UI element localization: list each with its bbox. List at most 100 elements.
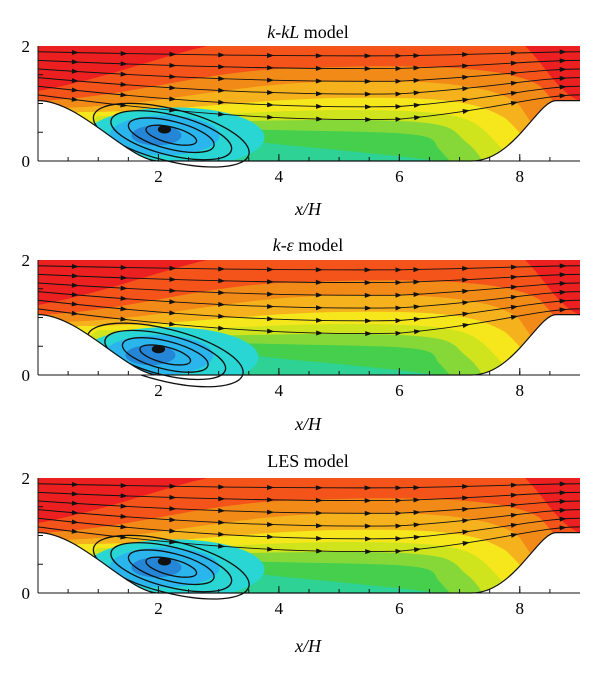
streamline-arrowhead (218, 496, 226, 502)
streamline-arrowhead (364, 305, 372, 311)
streamline-arrowhead (120, 275, 128, 281)
streamline-arrowhead (315, 91, 323, 97)
plot-area: 2 4 6 8 0 2 (22, 37, 580, 186)
streamline-arrowhead (413, 304, 421, 310)
streamline-arrowhead (71, 68, 79, 74)
streamline-arrowhead (316, 535, 324, 541)
streamline-arrowhead (364, 485, 372, 491)
streamline-arrowhead (462, 288, 470, 294)
streamline-arrowhead (169, 74, 177, 80)
streamline-arrowhead (462, 518, 470, 524)
streamline-arrowhead (559, 75, 567, 81)
streamline-arrowhead (169, 483, 177, 489)
streamline (38, 85, 580, 108)
x-tick-label: 4 (275, 167, 284, 186)
streamline-arrowhead (218, 52, 226, 58)
streamline-arrowhead (413, 115, 422, 121)
streamline (38, 291, 580, 309)
streamline-arrowhead (559, 307, 567, 313)
contour-band-blue (131, 125, 182, 146)
streamline-arrowhead (413, 65, 421, 71)
streamline-arrowhead (267, 89, 275, 95)
streamline-arrowhead (559, 516, 567, 522)
x-tick-label: 2 (154, 599, 163, 618)
streamlines (38, 49, 580, 123)
streamline-arrowhead (365, 536, 373, 542)
recirculation-vortex (86, 322, 244, 388)
streamline-arrowhead (120, 524, 128, 530)
vortex-ring (145, 124, 198, 146)
streamline-arrowhead (267, 77, 275, 83)
streamline-arrowhead (169, 265, 177, 271)
streamline-arrowhead (510, 522, 519, 528)
streamline-arrowhead (218, 278, 226, 284)
streamline-arrowhead (559, 289, 567, 295)
y-tick-label: 0 (22, 152, 31, 171)
streamline (38, 500, 580, 514)
streamline-arrowhead (218, 290, 226, 296)
streamline-arrowhead (218, 87, 226, 93)
panel-title: k-ε model (273, 235, 344, 255)
streamline-arrowhead (169, 517, 177, 523)
streamline-arrowhead (120, 81, 128, 87)
streamline-arrowhead (365, 318, 373, 324)
streamline-arrowhead (364, 523, 372, 529)
streamline-arrowhead (120, 295, 128, 301)
streamline-arrowhead (71, 282, 79, 288)
streamline-arrowhead (510, 264, 518, 270)
streamline-arrowhead (364, 78, 372, 84)
streamline-arrowhead (267, 509, 275, 515)
streamline-arrowhead (316, 317, 324, 323)
panel-title: k-kL model (267, 22, 348, 42)
streamlines (38, 481, 580, 555)
y-tick-label: 0 (22, 366, 31, 385)
streamline-arrowhead (510, 90, 519, 96)
streamline-arrowhead (510, 532, 519, 538)
streamline-arrowhead (169, 51, 177, 57)
vortex-ring (145, 556, 198, 578)
vortex-core (151, 344, 166, 354)
streamline-arrowhead (267, 266, 275, 272)
streamlines (38, 263, 580, 337)
streamline-arrowhead (315, 65, 323, 71)
streamline-arrowhead (218, 508, 226, 514)
streamline-arrowhead (364, 53, 372, 59)
streamline-arrowhead (559, 525, 567, 531)
streamline-arrowhead (71, 510, 79, 516)
streamline-arrowhead (510, 60, 518, 66)
streamline-arrowhead (462, 506, 470, 512)
streamline-arrowhead (510, 80, 519, 86)
x-axis-label: x/H (294, 636, 322, 656)
streamline-arrowhead (267, 303, 275, 309)
streamline-arrowhead (169, 96, 177, 102)
streamline-arrowhead (413, 291, 421, 297)
streamline-arrowhead (267, 114, 275, 120)
vortex-core (157, 557, 172, 566)
x-tick-label: 4 (275, 599, 284, 618)
streamline-arrowhead (364, 510, 372, 516)
streamline-arrowhead (413, 279, 421, 285)
streamline-arrowhead (365, 331, 373, 337)
streamline-arrowhead (169, 321, 177, 327)
streamline-arrowhead (316, 548, 324, 554)
streamline-arrowhead (462, 97, 470, 103)
streamline-arrowhead (218, 64, 226, 70)
streamline-arrowhead (462, 495, 470, 501)
streamline-arrowhead (218, 99, 226, 105)
streamline-arrowhead (315, 78, 323, 84)
x-tick-label: 4 (275, 381, 284, 400)
velocity-contour-field (38, 260, 580, 375)
streamline (38, 299, 580, 322)
streamline-arrowhead (218, 484, 226, 490)
y-tick-label: 2 (22, 469, 31, 488)
streamline-arrowhead (462, 63, 470, 69)
hill-geometry (38, 532, 580, 593)
streamline-arrowhead (413, 329, 422, 335)
streamline (38, 77, 580, 95)
streamline-arrowhead (365, 549, 373, 555)
streamline-arrowhead (559, 67, 567, 73)
streamline-arrowhead (120, 513, 128, 519)
streamline-arrowhead (559, 507, 567, 513)
streamline-arrowhead (218, 301, 226, 307)
x-tick-label: 8 (516, 167, 525, 186)
